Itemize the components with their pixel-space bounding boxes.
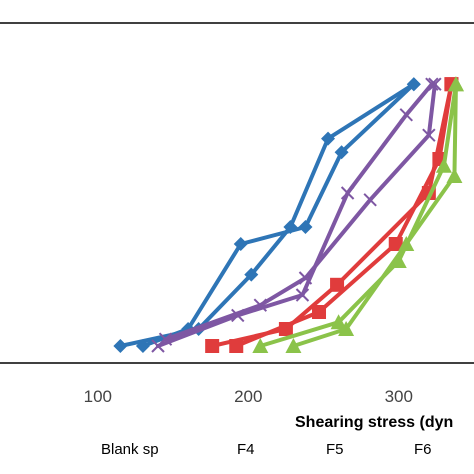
data-point xyxy=(312,305,327,319)
data-point xyxy=(233,237,248,251)
legend-label: F6 xyxy=(414,441,432,458)
data-point xyxy=(298,220,313,234)
data-point xyxy=(446,168,463,183)
legend-label: F5 xyxy=(326,441,344,458)
data-point xyxy=(398,236,415,251)
x-tick-labels: 100 200 300 xyxy=(84,387,413,406)
data-point xyxy=(390,253,407,268)
series-f4 xyxy=(151,77,442,353)
series-f5 xyxy=(205,77,459,353)
series-line-up xyxy=(210,82,454,348)
data-point xyxy=(330,314,347,330)
data-point xyxy=(428,77,442,91)
x-axis-title: Shearing stress (dyn xyxy=(295,414,453,431)
x-tick-label: 100 xyxy=(84,387,112,406)
x-tick-label: 300 xyxy=(385,387,413,406)
data-point xyxy=(205,339,220,353)
series-blank-sp xyxy=(113,77,421,353)
series-line-down xyxy=(140,82,416,348)
data-point xyxy=(158,332,173,346)
data-point xyxy=(135,339,150,353)
data-point xyxy=(422,128,436,142)
data-point xyxy=(363,193,377,207)
data-point xyxy=(330,277,345,292)
data-point xyxy=(388,237,403,251)
data-point xyxy=(252,338,269,353)
series-f6 xyxy=(252,76,464,353)
data-point xyxy=(399,108,413,122)
data-point xyxy=(406,77,421,92)
legend: Blank sp F4 F5 F6 xyxy=(101,441,432,458)
data-point xyxy=(334,145,349,160)
data-point xyxy=(113,339,128,353)
data-point xyxy=(244,267,259,282)
data-point xyxy=(285,338,302,353)
data-point xyxy=(435,157,452,173)
data-point xyxy=(295,288,310,302)
x-tick-label: 200 xyxy=(234,387,262,406)
data-point xyxy=(298,271,313,285)
data-point xyxy=(229,339,244,353)
series-line-down xyxy=(163,82,437,342)
data-point xyxy=(447,76,464,92)
data-point xyxy=(338,321,355,336)
data-point xyxy=(340,186,355,200)
series-layer xyxy=(113,76,464,353)
legend-label: Blank sp xyxy=(101,441,159,458)
data-point xyxy=(253,298,268,312)
legend-label: F4 xyxy=(237,441,255,458)
data-point xyxy=(321,131,336,146)
